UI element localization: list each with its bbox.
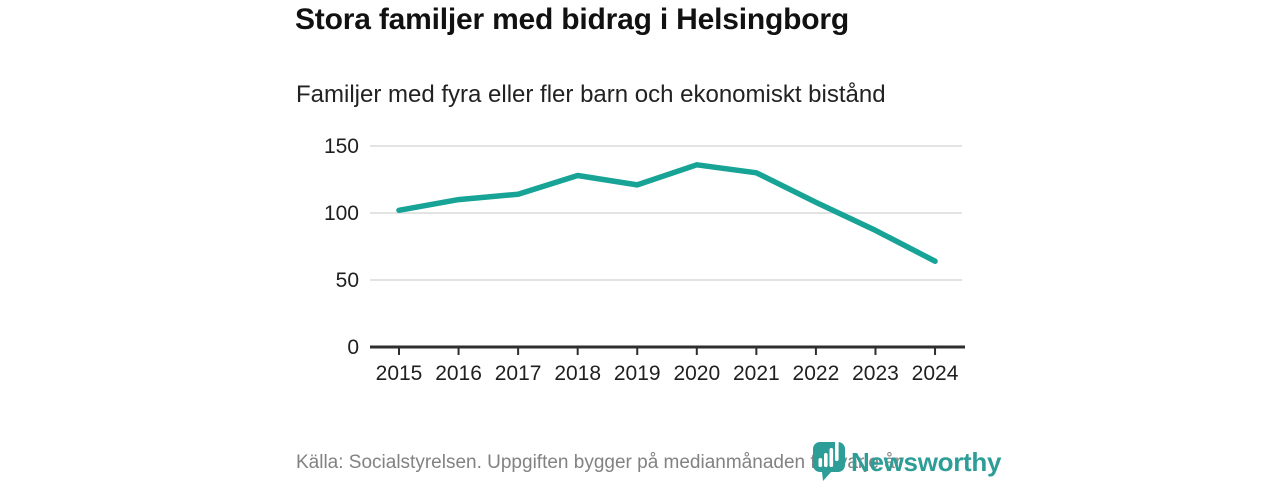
source-note: Källa: Socialstyrelsen. Uppgiften bygger… <box>296 452 902 473</box>
x-tick-label: 2015 <box>376 362 423 385</box>
pin-shape <box>813 442 845 481</box>
page-title: Stora familjer med bidrag i Helsingborg <box>295 3 849 36</box>
logo-bar-1 <box>818 458 823 467</box>
data-line-series <box>396 162 938 264</box>
y-tick-label: 50 <box>336 269 359 292</box>
x-tick-label: 2020 <box>673 362 720 385</box>
x-tick-label: 2021 <box>733 362 780 385</box>
newsworthy-wordmark: Newsworthy <box>851 447 1002 477</box>
y-tick-label: 0 <box>347 336 359 359</box>
x-tick-label: 2016 <box>435 362 482 385</box>
x-tick-label: 2018 <box>554 362 601 385</box>
x-tick-label: 2019 <box>614 362 661 385</box>
line-chart: 0 50 100 150 2015 2016 2017 2018 2019 2020 2021 202… <box>325 135 965 385</box>
x-tick-label: 2023 <box>852 362 899 385</box>
newsworthy-pin-icon <box>813 440 845 481</box>
logo-bar-3 <box>829 448 834 467</box>
logo-bar-2 <box>824 453 828 467</box>
logo-bar-4 <box>835 440 839 461</box>
x-tick-label: 2024 <box>912 362 959 385</box>
y-tick-label: 150 <box>325 135 359 158</box>
y-tick-label: 100 <box>325 202 359 225</box>
newsworthy-logo: Newsworthy <box>812 440 1001 482</box>
x-tick-label: 2017 <box>495 362 542 385</box>
x-tick-label: 2022 <box>793 362 840 385</box>
chart-subtitle: Familjer med fyra eller fler barn och ek… <box>296 81 886 108</box>
